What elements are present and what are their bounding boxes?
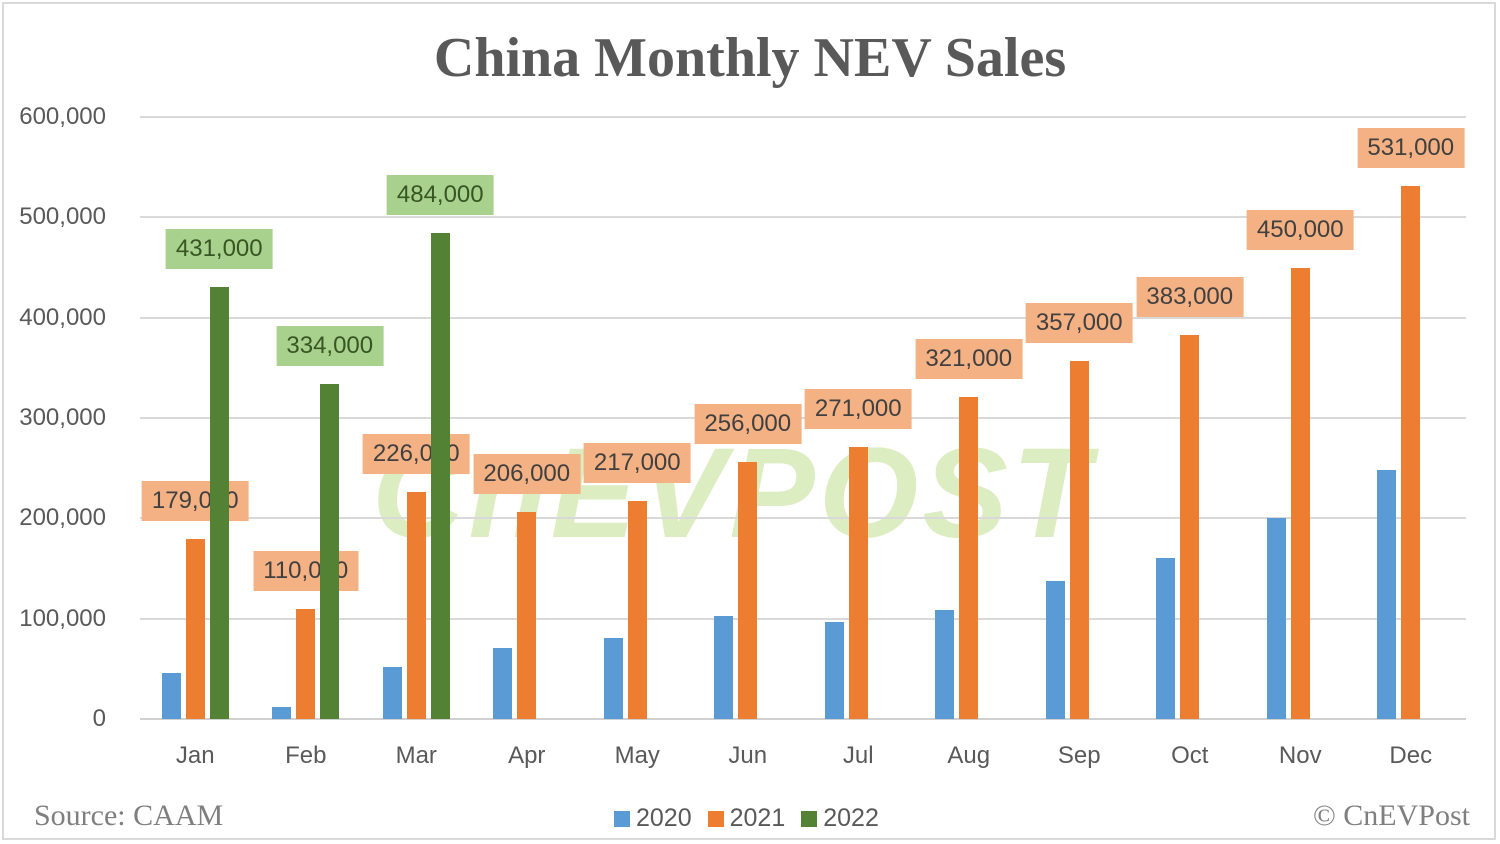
legend-item-2020: 2020 [614,804,692,833]
bar-2021-jul [848,447,868,719]
bar-2022-jan [209,286,229,719]
data-label-2021-oct: 383,000 [1136,276,1244,317]
y-tick-label: 500,000 [19,203,106,231]
gridline [140,517,1466,520]
legend: 2020 2021 2022 [614,804,879,833]
data-label-2021-may: 217,000 [583,443,691,484]
bar-2020-dec [1377,470,1397,719]
bar-2021-oct [1180,334,1200,719]
y-tick-label: 100,000 [19,604,106,632]
legend-item-2022: 2022 [801,804,879,833]
bar-2021-mar [406,492,426,719]
data-label-2021-jul: 271,000 [804,389,912,430]
legend-label: 2022 [823,804,879,832]
bar-2020-sep [1045,580,1065,719]
bar-2020-jun [714,615,734,719]
data-label-2021-sep: 357,000 [1025,302,1133,343]
y-tick-label: 600,000 [19,103,106,130]
bar-2021-feb [296,608,316,719]
legend-swatch-2022 [801,810,818,827]
bar-2020-aug [935,609,955,719]
data-label-2022-feb: 334,000 [276,325,384,366]
gridline [140,216,1466,219]
x-tick-label: Jun [728,742,768,769]
x-tick-label: Mar [395,742,437,769]
x-tick-label: Oct [1171,742,1209,769]
x-tick-label: Nov [1278,742,1322,769]
x-tick-label: Sep [1057,742,1101,769]
x-tick-label: May [614,742,660,769]
data-label-2021-aug: 321,000 [915,338,1023,379]
x-axis-line [140,718,1466,720]
bar-2020-jan [161,672,181,719]
bar-2020-feb [272,706,292,719]
bar-2020-apr [493,647,513,719]
bar-2020-mar [382,666,402,719]
bar-2022-feb [320,383,340,719]
data-label-2022-mar: 484,000 [386,175,494,216]
bar-2021-aug [959,396,979,719]
x-tick-label: Dec [1389,742,1433,769]
bar-2021-dec [1401,186,1421,719]
legend-swatch-2020 [614,810,630,827]
data-label-2021-apr: 206,000 [473,454,581,495]
x-tick-label: Jul [842,742,874,769]
gridline [140,116,1466,118]
y-tick-label: 200,000 [19,504,106,532]
x-tick-label: Jan [175,742,215,769]
legend-swatch-2021 [707,810,724,827]
source-note: Source: CAAM [34,799,224,832]
bar-2020-nov [1266,518,1286,719]
y-tick-label: 0 [92,705,106,732]
bar-2021-may [627,501,647,719]
copyright-note: © CnEVPost [1313,799,1470,832]
bar-2021-sep [1069,360,1089,719]
chart-title: China Monthly NEV Sales [433,27,1067,89]
x-tick-label: Feb [285,742,327,769]
bar-2021-apr [517,512,537,719]
bar-2022-mar [430,233,450,719]
gridline [140,417,1466,419]
legend-label: 2020 [636,804,692,832]
bar-2021-jan [185,539,205,719]
data-label-2021-feb: 110,000 [253,550,359,591]
data-label-2021-dec: 531,000 [1357,128,1465,169]
bar-2020-may [603,637,623,719]
data-label-2021-nov: 450,000 [1246,209,1354,250]
x-tick-label: Aug [947,742,991,769]
bar-2021-nov [1290,267,1310,719]
bar-2020-jul [824,621,844,719]
y-tick-label: 300,000 [19,404,106,431]
data-label-2021-jan: 179,000 [141,481,249,522]
data-label-2022-jan: 431,000 [165,228,273,269]
gridline [140,316,1466,319]
bar-2020-oct [1156,558,1176,719]
data-label-2021-jun: 256,000 [694,404,802,445]
bar-2021-jun [738,462,758,719]
legend-label: 2021 [729,804,786,832]
data-label-2021-mar: 226,000 [362,434,470,475]
x-tick-label: Apr [508,742,546,769]
legend-item-2021: 2021 [707,804,786,833]
y-tick-label: 400,000 [19,303,106,331]
gridline [140,617,1466,620]
